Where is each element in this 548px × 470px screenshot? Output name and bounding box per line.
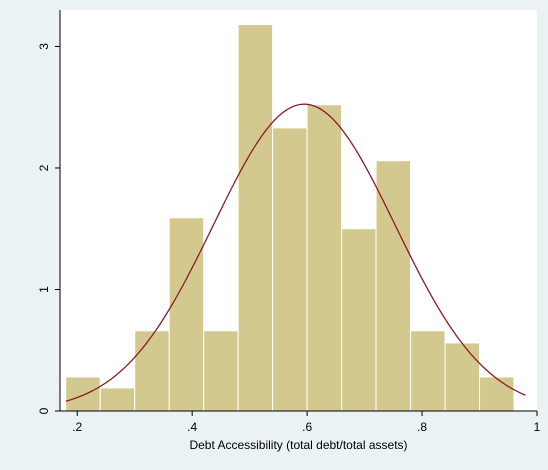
y-tick-label-1: 0 [37,407,51,414]
histogram-bar-6 [237,24,274,412]
x-tick-label-5: 1 [534,420,541,434]
histogram-bar-12 [444,342,481,412]
histogram-bar-8 [306,104,343,412]
histogram-bar-2 [99,387,136,412]
histogram-bar-4 [168,217,205,412]
histogram-bar-1 [65,376,101,412]
x-axis-ticks: .2 .4 .6 .8 1 [72,411,541,434]
x-tick-label-4: .8 [417,420,427,434]
normal-density-curve [65,103,526,402]
x-tick-label-2: .4 [187,420,197,434]
histogram-bar-9 [341,228,377,412]
x-axis-label: Debt Accessibility (total debt/total ass… [189,438,407,452]
histogram-bar-3 [134,330,170,412]
histogram-bar-11 [410,330,446,412]
bars-group [65,24,515,412]
histogram-bar-13 [479,376,515,412]
histogram-bar-7 [272,127,308,412]
histogram-bar-5 [203,330,239,412]
y-axis-ticks: 0 1 2 3 [37,43,60,414]
x-tick-label-1: .2 [72,420,82,434]
y-tick-label-2: 1 [37,286,51,293]
y-tick-label-4: 3 [37,43,51,50]
x-tick-label-3: .6 [302,420,312,434]
y-tick-label-3: 2 [37,164,51,171]
